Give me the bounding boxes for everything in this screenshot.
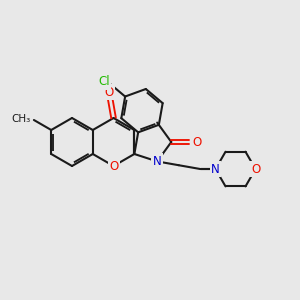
- Text: O: O: [109, 160, 118, 172]
- Text: N: N: [211, 163, 220, 176]
- Text: N: N: [211, 163, 220, 176]
- Text: O: O: [105, 86, 114, 99]
- Text: O: O: [193, 136, 202, 148]
- Text: N: N: [153, 155, 162, 168]
- Text: O: O: [251, 163, 260, 176]
- Text: CH₃: CH₃: [12, 114, 31, 124]
- Text: Cl: Cl: [98, 75, 109, 88]
